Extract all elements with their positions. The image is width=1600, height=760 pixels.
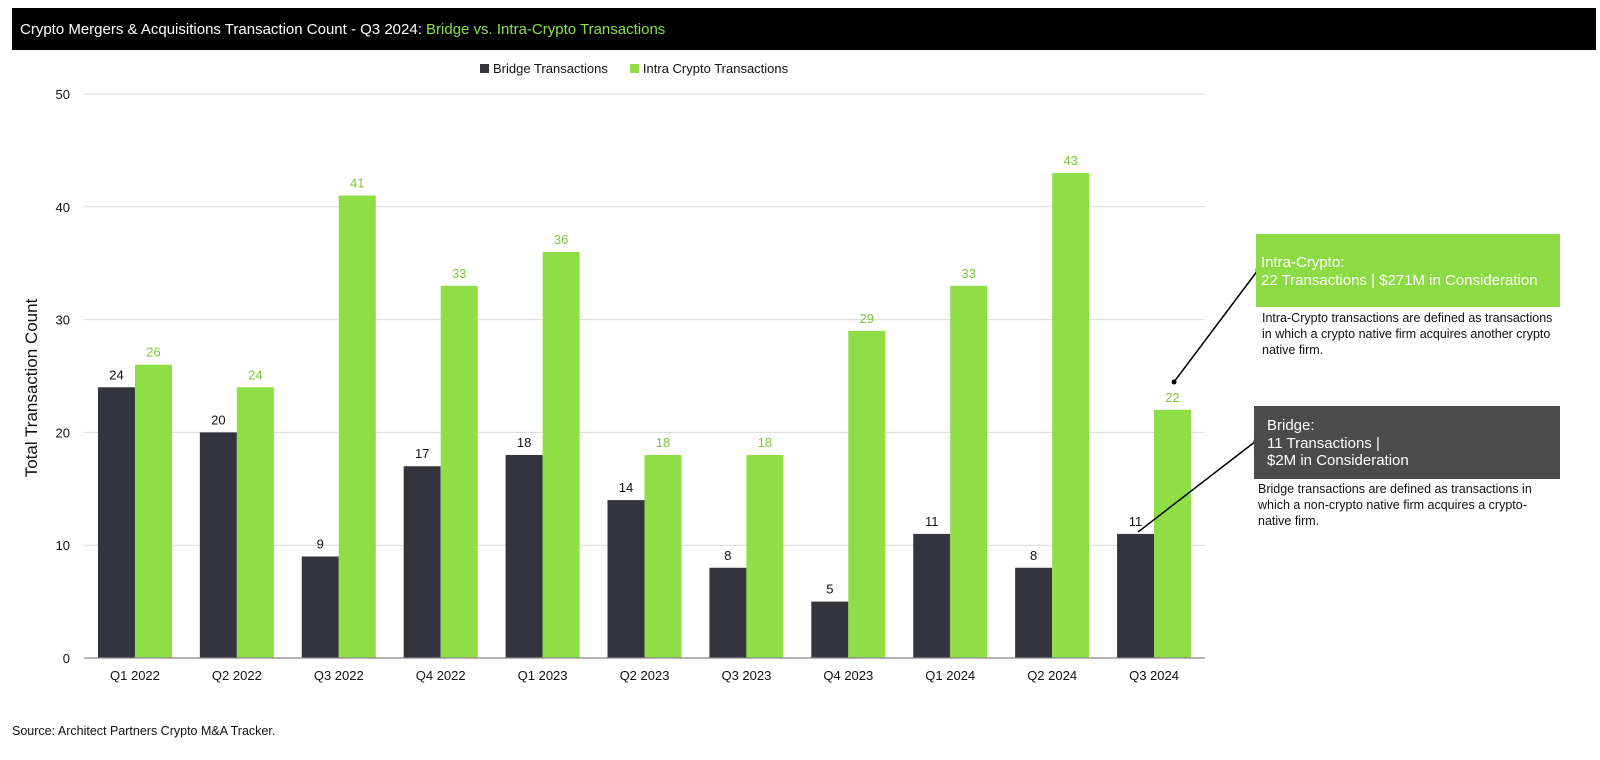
data-label-intra: 29 (860, 311, 874, 326)
bar-bridge (1117, 533, 1155, 658)
chart-title: Crypto Mergers & Acquisitions Transactio… (20, 20, 427, 38)
bar-intra (1154, 409, 1192, 658)
legend-label-bridge: Bridge Transactions (493, 60, 608, 76)
x-tick-label: Q3 2023 (721, 668, 771, 683)
bar-bridge (913, 533, 951, 658)
data-label-intra: 26 (146, 345, 160, 360)
source-note: Source: Architect Partners Crypto M&A Tr… (12, 724, 276, 738)
data-label-intra: 33 (452, 266, 466, 281)
y-tick-label: 50 (56, 87, 70, 102)
bar-intra (848, 330, 886, 658)
bar-intra (134, 364, 172, 658)
intra-callout-heading: Intra-Crypto: (1261, 254, 1345, 271)
bridge-callout-consideration: $2M in Consideration (1267, 452, 1409, 469)
intra-connector-line (1173, 269, 1259, 383)
intra-connector-dot (1171, 379, 1177, 385)
data-label-bridge: 17 (415, 446, 429, 461)
y-axis-title: Total Transaction Count (22, 298, 41, 477)
x-tick-label: Q4 2023 (823, 668, 873, 683)
y-tick-label: 20 (56, 425, 70, 440)
chart-bars (97, 172, 1192, 659)
data-label-bridge: 14 (619, 480, 633, 495)
bar-intra (236, 387, 274, 658)
bridge-connector-line (1137, 440, 1257, 533)
data-label-intra: 33 (961, 266, 975, 281)
bar-bridge (97, 387, 135, 658)
data-label-intra: 43 (1063, 153, 1077, 168)
bridge-callout-heading: Bridge: (1267, 417, 1315, 434)
bridge-callout-box: Bridge: 11 Transactions | $2M in Conside… (1254, 406, 1560, 479)
bridge-callout-count: 11 Transactions | (1267, 434, 1380, 452)
intra-callout-box: Intra-Crypto: 22 Transactions | $271M in… (1256, 234, 1560, 307)
data-label-intra: 24 (248, 367, 262, 382)
y-tick-label: 0 (63, 651, 70, 666)
data-label-bridge: 20 (211, 412, 225, 427)
legend-label-intra: Intra Crypto Transactions (642, 60, 789, 76)
legend-item-intra: Intra Crypto Transactions (629, 60, 789, 76)
chart-title-accent: Bridge vs. Intra-Crypto Transactions (426, 20, 666, 38)
bar-bridge (1015, 567, 1053, 658)
bar-bridge (301, 556, 339, 658)
x-tick-label: Q4 2022 (416, 668, 466, 683)
data-label-intra: 41 (350, 176, 364, 191)
data-label-bridge: 9 (317, 536, 324, 551)
bar-intra (542, 251, 580, 659)
x-axis: Q1 2022 Q2 2022 Q3 2022 Q4 2022 Q1 2023 Q2 20… (84, 657, 1205, 683)
x-tick-label: Q3 2022 (314, 668, 364, 683)
data-label-bridge: 11 (925, 514, 939, 529)
bar-bridge (811, 601, 849, 658)
intra-callout-summary: 22 Transactions | $271M in Consideration (1261, 271, 1538, 289)
data-label-bridge: 11 (1129, 514, 1143, 529)
data-label-bridge: 18 (517, 435, 531, 450)
chart-data-labels: 24 26 20 24 9 41 17 33 18 36 14 18 8 18 5 29 11 33 8 43 11 22 (109, 153, 1180, 597)
bar-bridge (709, 567, 747, 658)
data-label-intra: 36 (554, 232, 568, 247)
legend-item-bridge: Bridge Transactions (480, 61, 608, 76)
bar-bridge (607, 500, 645, 658)
bar-intra (644, 454, 682, 658)
y-axis: 0 10 20 30 40 50 (56, 87, 70, 666)
chart-legend: Bridge Transactions Intra Crypto Transac… (480, 58, 810, 78)
x-tick-label: Q2 2023 (620, 668, 670, 683)
data-label-bridge: 8 (724, 548, 731, 563)
bar-bridge (505, 454, 543, 658)
x-tick-label: Q1 2023 (518, 668, 568, 683)
data-label-intra: 18 (758, 435, 772, 450)
x-tick-label: Q1 2024 (925, 668, 975, 683)
x-tick-label: Q2 2024 (1027, 668, 1077, 683)
x-tick-label: Q3 2024 (1129, 668, 1179, 683)
data-label-bridge: 24 (109, 367, 123, 382)
intra-callout-description: Intra-Crypto transactions are defined as… (1262, 311, 1553, 357)
bar-intra (440, 285, 478, 658)
y-tick-label: 40 (56, 200, 70, 215)
bar-intra (338, 195, 376, 658)
bar-intra (950, 285, 988, 658)
data-label-intra: 18 (656, 435, 670, 450)
data-label-bridge: 8 (1030, 548, 1037, 563)
data-label-bridge: 5 (826, 582, 833, 597)
bridge-callout-description: Bridge transactions are defined as trans… (1258, 482, 1532, 528)
x-tick-label: Q2 2022 (212, 668, 262, 683)
legend-swatch-bridge (480, 63, 489, 73)
data-label-intra: 22 (1165, 390, 1179, 405)
y-tick-label: 10 (56, 538, 70, 553)
bar-bridge (199, 432, 237, 658)
bar-bridge (403, 466, 441, 658)
bar-intra (1052, 172, 1090, 658)
y-tick-label: 30 (56, 313, 70, 328)
x-tick-label: Q1 2022 (110, 668, 160, 683)
chart-title-bar: Crypto Mergers & Acquisitions Transactio… (12, 8, 1596, 50)
legend-swatch-intra (629, 63, 639, 73)
bar-intra (746, 454, 784, 658)
